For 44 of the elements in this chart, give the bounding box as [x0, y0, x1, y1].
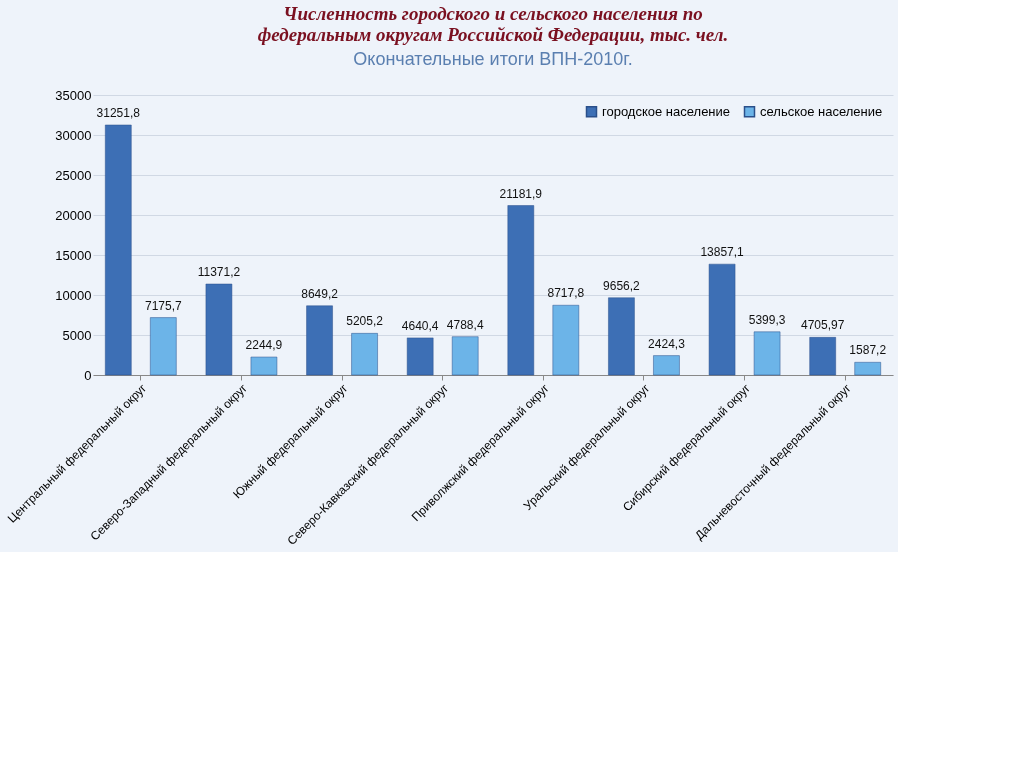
data-label: 4640,4 — [401, 318, 439, 333]
bar — [608, 297, 635, 376]
data-label: 7175,7 — [144, 298, 182, 313]
text: Окончательные итоги ВПН-2010г. — [353, 49, 633, 69]
bar — [105, 124, 132, 376]
bar — [809, 337, 836, 376]
data-label: 13857,1 — [700, 245, 745, 260]
y-tick-label: 0 — [84, 367, 92, 383]
data-label: 5205,2 — [346, 314, 384, 329]
y-tick-label: 35000 — [55, 87, 92, 103]
data-label: 8649,2 — [301, 286, 339, 301]
data-label: 21181,9 — [499, 186, 543, 201]
y-tick-label: 25000 — [55, 167, 92, 183]
bar — [552, 305, 580, 376]
bar — [854, 362, 881, 376]
data-label: 5399,3 — [748, 312, 786, 327]
bar — [150, 317, 177, 376]
y-tick-label: 10000 — [55, 287, 92, 303]
data-label: 31251,8 — [96, 105, 141, 120]
data-label: 2244,9 — [245, 338, 283, 353]
y-tick-label: 15000 — [55, 247, 92, 263]
bar — [708, 263, 736, 376]
bar — [653, 355, 680, 376]
bar — [306, 305, 333, 376]
bar — [406, 337, 434, 376]
y-tick-label: 5000 — [62, 327, 92, 343]
legend-label: городское население — [602, 103, 731, 119]
data-label: 9656,2 — [603, 278, 641, 293]
legend-label: сельское население — [760, 103, 883, 119]
bar — [451, 336, 479, 376]
bar — [250, 356, 278, 376]
data-label: 4788,4 — [446, 317, 484, 332]
y-tick-label: 30000 — [55, 127, 92, 143]
data-label: 11371,2 — [197, 265, 241, 280]
data-label: 4705,97 — [801, 318, 845, 333]
bar — [205, 283, 233, 376]
chart-title: Численность городского и сельского населения по федеральным округам Российской Федерации, тыс. чел. — [257, 3, 729, 45]
bar — [507, 205, 535, 376]
bar — [351, 333, 378, 376]
data-label: 2424,3 — [648, 336, 686, 351]
y-tick-label: 20000 — [55, 207, 92, 223]
data-label: 8717,8 — [547, 286, 585, 301]
bar — [753, 331, 781, 376]
data-label: 1587,2 — [849, 343, 887, 358]
